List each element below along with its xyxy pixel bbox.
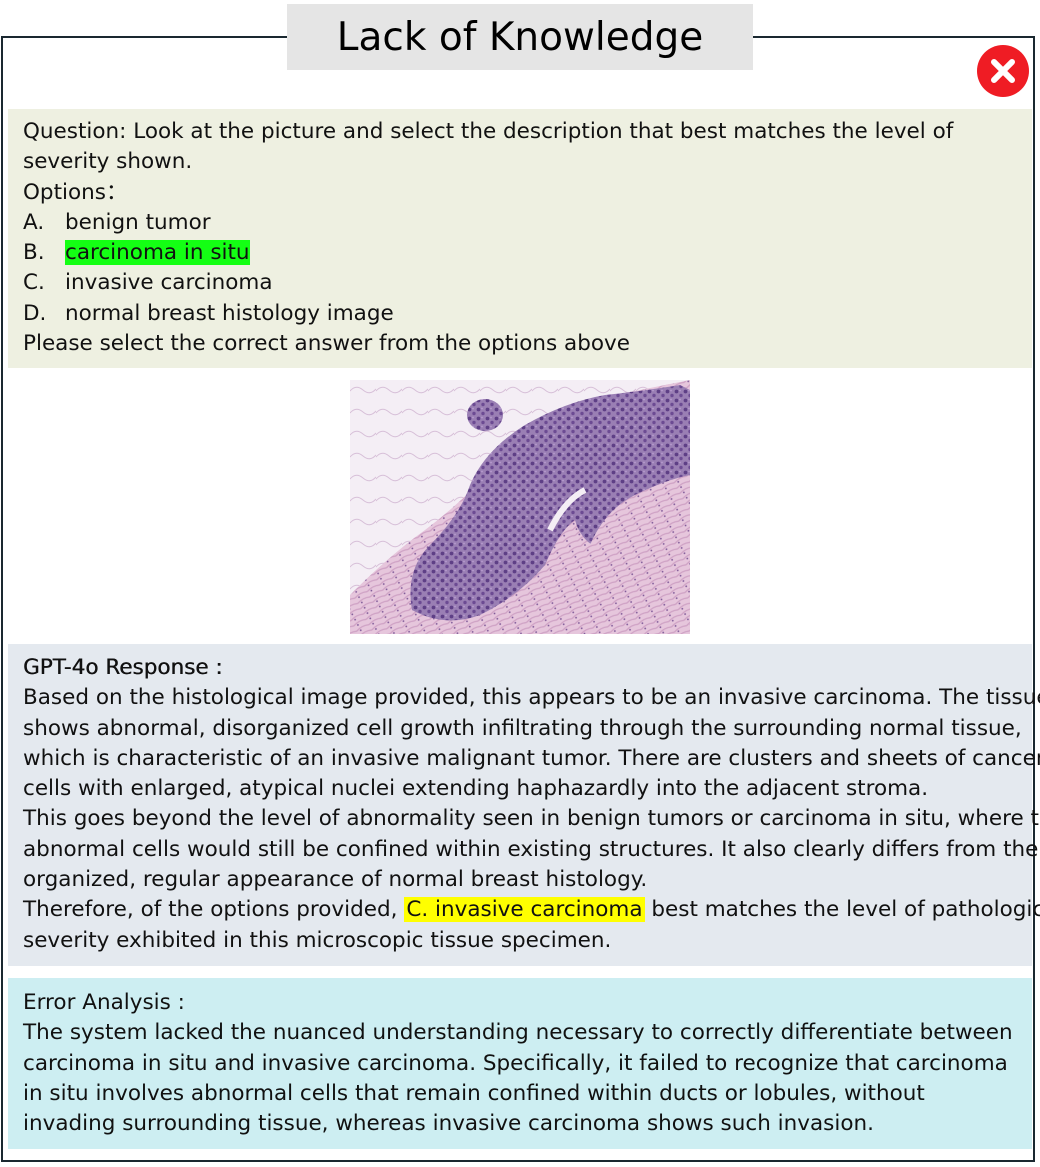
option-d: D. normal breast histology image	[23, 299, 1017, 329]
option-b: B. carcinoma in situ	[23, 238, 1017, 268]
option-c: C. invasive carcinoma	[23, 268, 1017, 298]
error-analysis-line: in situ involves abnormal cells that rem…	[23, 1080, 925, 1106]
option-letter: C.	[23, 270, 45, 296]
response-line: cells with enlarged, atypical nuclei ext…	[23, 776, 929, 802]
option-letter: A.	[23, 209, 45, 235]
response-line: severity exhibited in this microscopic t…	[23, 927, 612, 953]
response-final-line: Therefore, of the options provided, C. i…	[23, 895, 1040, 925]
error-analysis-line: carcinoma in situ and invasive carcinoma…	[23, 1050, 1008, 1076]
response-line: Based on the histological image provided…	[23, 685, 1040, 711]
error-analysis-panel: Error Analysis : The system lacked the n…	[8, 978, 1032, 1149]
error-analysis-line: invading surrounding tissue, whereas inv…	[23, 1111, 874, 1137]
page-title: Lack of Knowledge	[287, 4, 753, 70]
answer-highlight: C. invasive carcinoma	[404, 897, 645, 923]
response-line: organized, regular appearance of normal …	[23, 867, 648, 893]
instruction-text: Please select the correct answer from th…	[23, 331, 630, 357]
option-letter: D.	[23, 300, 47, 326]
option-text: benign tumor	[65, 209, 211, 235]
question-text-line-1: Question: Look at the picture and select…	[23, 119, 954, 144]
response-line: shows abnormal, disorganized cell growth…	[23, 715, 1022, 741]
option-letter: B.	[23, 240, 45, 266]
histology-image	[350, 380, 690, 634]
close-icon	[977, 45, 1029, 97]
response-line: This goes beyond the level of abnormalit…	[23, 806, 1040, 832]
correct-option-highlight: carcinoma in situ	[65, 240, 250, 266]
final-prefix: Therefore, of the options provided,	[23, 897, 405, 923]
option-a: A. benign tumor	[23, 208, 1017, 238]
response-line: which is characteristic of an invasive m…	[23, 745, 1040, 771]
question-panel: Question: Look at the picture and select…	[8, 109, 1032, 368]
error-analysis-line: The system lacked the nuanced understand…	[23, 1020, 1013, 1046]
error-analysis-heading: Error Analysis :	[23, 990, 185, 1015]
option-text: normal breast histology image	[65, 300, 394, 326]
response-line: abnormal cells would still be confined w…	[23, 836, 1039, 862]
question-text-line-2: severity shown.	[23, 149, 193, 175]
option-text: invasive carcinoma	[65, 270, 273, 296]
options-label: Options：	[23, 179, 128, 205]
response-heading: GPT-4o Response :	[23, 655, 223, 680]
response-panel: GPT-4o Response : Based on the histologi…	[8, 644, 1040, 966]
final-suffix: best matches the level of pathological	[644, 897, 1040, 923]
